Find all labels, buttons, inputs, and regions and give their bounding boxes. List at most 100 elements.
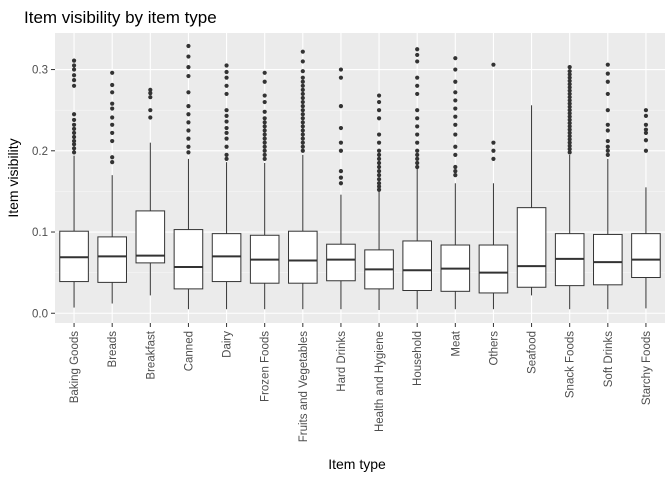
outlier-point	[338, 75, 344, 80]
box-iqr	[402, 240, 432, 292]
outlier-point	[567, 117, 572, 123]
outlier-point	[415, 164, 420, 170]
outlier-point	[415, 160, 420, 166]
x-tick-label: Breads	[107, 331, 119, 368]
outlier-point	[567, 150, 572, 155]
box-canned	[173, 43, 204, 310]
outlier-point	[262, 140, 267, 145]
outlier-point	[453, 56, 458, 61]
outlier-point	[110, 160, 115, 165]
outlier-point	[110, 122, 115, 127]
outlier-point	[415, 148, 420, 153]
outlier-point	[643, 148, 649, 153]
box-iqr	[478, 244, 509, 294]
outlier-point	[300, 148, 305, 153]
outlier-point	[186, 136, 191, 141]
box-hard-drinks	[326, 67, 356, 310]
outlier-point	[262, 99, 267, 105]
outlier-point	[262, 93, 267, 98]
outlier-point	[224, 75, 229, 80]
outlier-point	[224, 156, 229, 162]
outlier-point	[148, 91, 153, 96]
outlier-point	[567, 72, 572, 77]
outlier-point	[453, 90, 458, 95]
y-axis: 0.0 0.1 0.2 0.3	[32, 65, 55, 320]
x-tick-label: Snack Foods	[565, 331, 577, 398]
outlier-point	[110, 82, 115, 88]
outlier-point	[567, 104, 572, 110]
outlier-point	[453, 79, 458, 84]
x-tick-label: Meat	[450, 330, 462, 356]
outlier-point	[110, 90, 115, 95]
outlier-point	[186, 43, 191, 49]
box-iqr	[326, 243, 356, 282]
outlier-point	[71, 117, 77, 123]
box-starchy-foods	[631, 108, 661, 309]
outlier-point	[453, 122, 458, 127]
x-tick-label: Soft Drinks	[603, 331, 615, 387]
y-tick-label: 0.3	[32, 65, 48, 77]
outlier-point	[567, 114, 572, 119]
outlier-point	[262, 144, 267, 149]
outlier-point	[605, 148, 610, 153]
outlier-point	[415, 140, 420, 145]
box-others	[478, 62, 509, 310]
outlier-point	[110, 101, 115, 106]
outlier-point	[491, 62, 496, 67]
outlier-point	[71, 134, 77, 140]
outlier-point	[224, 136, 229, 141]
outlier-point	[71, 112, 77, 117]
box-iqr	[593, 233, 623, 286]
x-tick-label: Fruits and Vegetables	[298, 331, 310, 442]
x-tick-label: Canned	[183, 331, 195, 371]
outlier-point	[453, 152, 458, 157]
outlier-point	[186, 112, 191, 117]
outlier-point	[186, 128, 191, 133]
outlier-point	[71, 122, 77, 127]
outlier-point	[605, 62, 610, 67]
outlier-point	[567, 88, 572, 93]
outlier-point	[567, 137, 572, 142]
outlier-point	[415, 83, 420, 88]
outlier-point	[567, 82, 572, 87]
outlier-point	[567, 111, 572, 116]
outlier-point	[376, 132, 382, 137]
outlier-point	[300, 104, 305, 109]
outlier-point	[300, 87, 305, 92]
chart-title: Item visibility by item type	[24, 8, 217, 27]
outlier-point	[453, 132, 458, 137]
outlier-point	[491, 148, 496, 153]
outlier-point	[262, 132, 267, 137]
outlier-point	[453, 98, 458, 103]
outlier-point	[376, 160, 382, 166]
outlier-point	[376, 116, 382, 121]
outlier-point	[71, 63, 77, 68]
outlier-point	[71, 146, 77, 151]
outlier-point	[110, 70, 115, 75]
x-tick-label: Hard Drinks	[336, 331, 348, 392]
outlier-point	[224, 113, 229, 118]
x-tick-label: Household	[412, 331, 424, 386]
outlier-point	[567, 98, 572, 103]
outlier-point	[262, 79, 267, 84]
outlier-point	[453, 114, 458, 119]
outlier-point	[415, 91, 420, 97]
outlier-point	[567, 75, 572, 80]
outlier-point	[300, 83, 305, 88]
outlier-point	[643, 127, 649, 132]
outlier-point	[605, 144, 610, 149]
outlier-point	[71, 142, 77, 147]
outlier-point	[338, 168, 344, 174]
outlier-point	[643, 108, 649, 113]
outlier-point	[415, 75, 420, 80]
outlier-point	[567, 130, 572, 136]
outlier-point	[148, 87, 153, 92]
outlier-point	[224, 63, 229, 68]
outlier-point	[567, 143, 572, 149]
x-tick-label: Frozen Foods	[260, 331, 272, 402]
outlier-point	[567, 85, 572, 90]
outlier-point	[71, 83, 77, 88]
outlier-point	[186, 65, 191, 70]
outlier-point	[300, 69, 305, 74]
